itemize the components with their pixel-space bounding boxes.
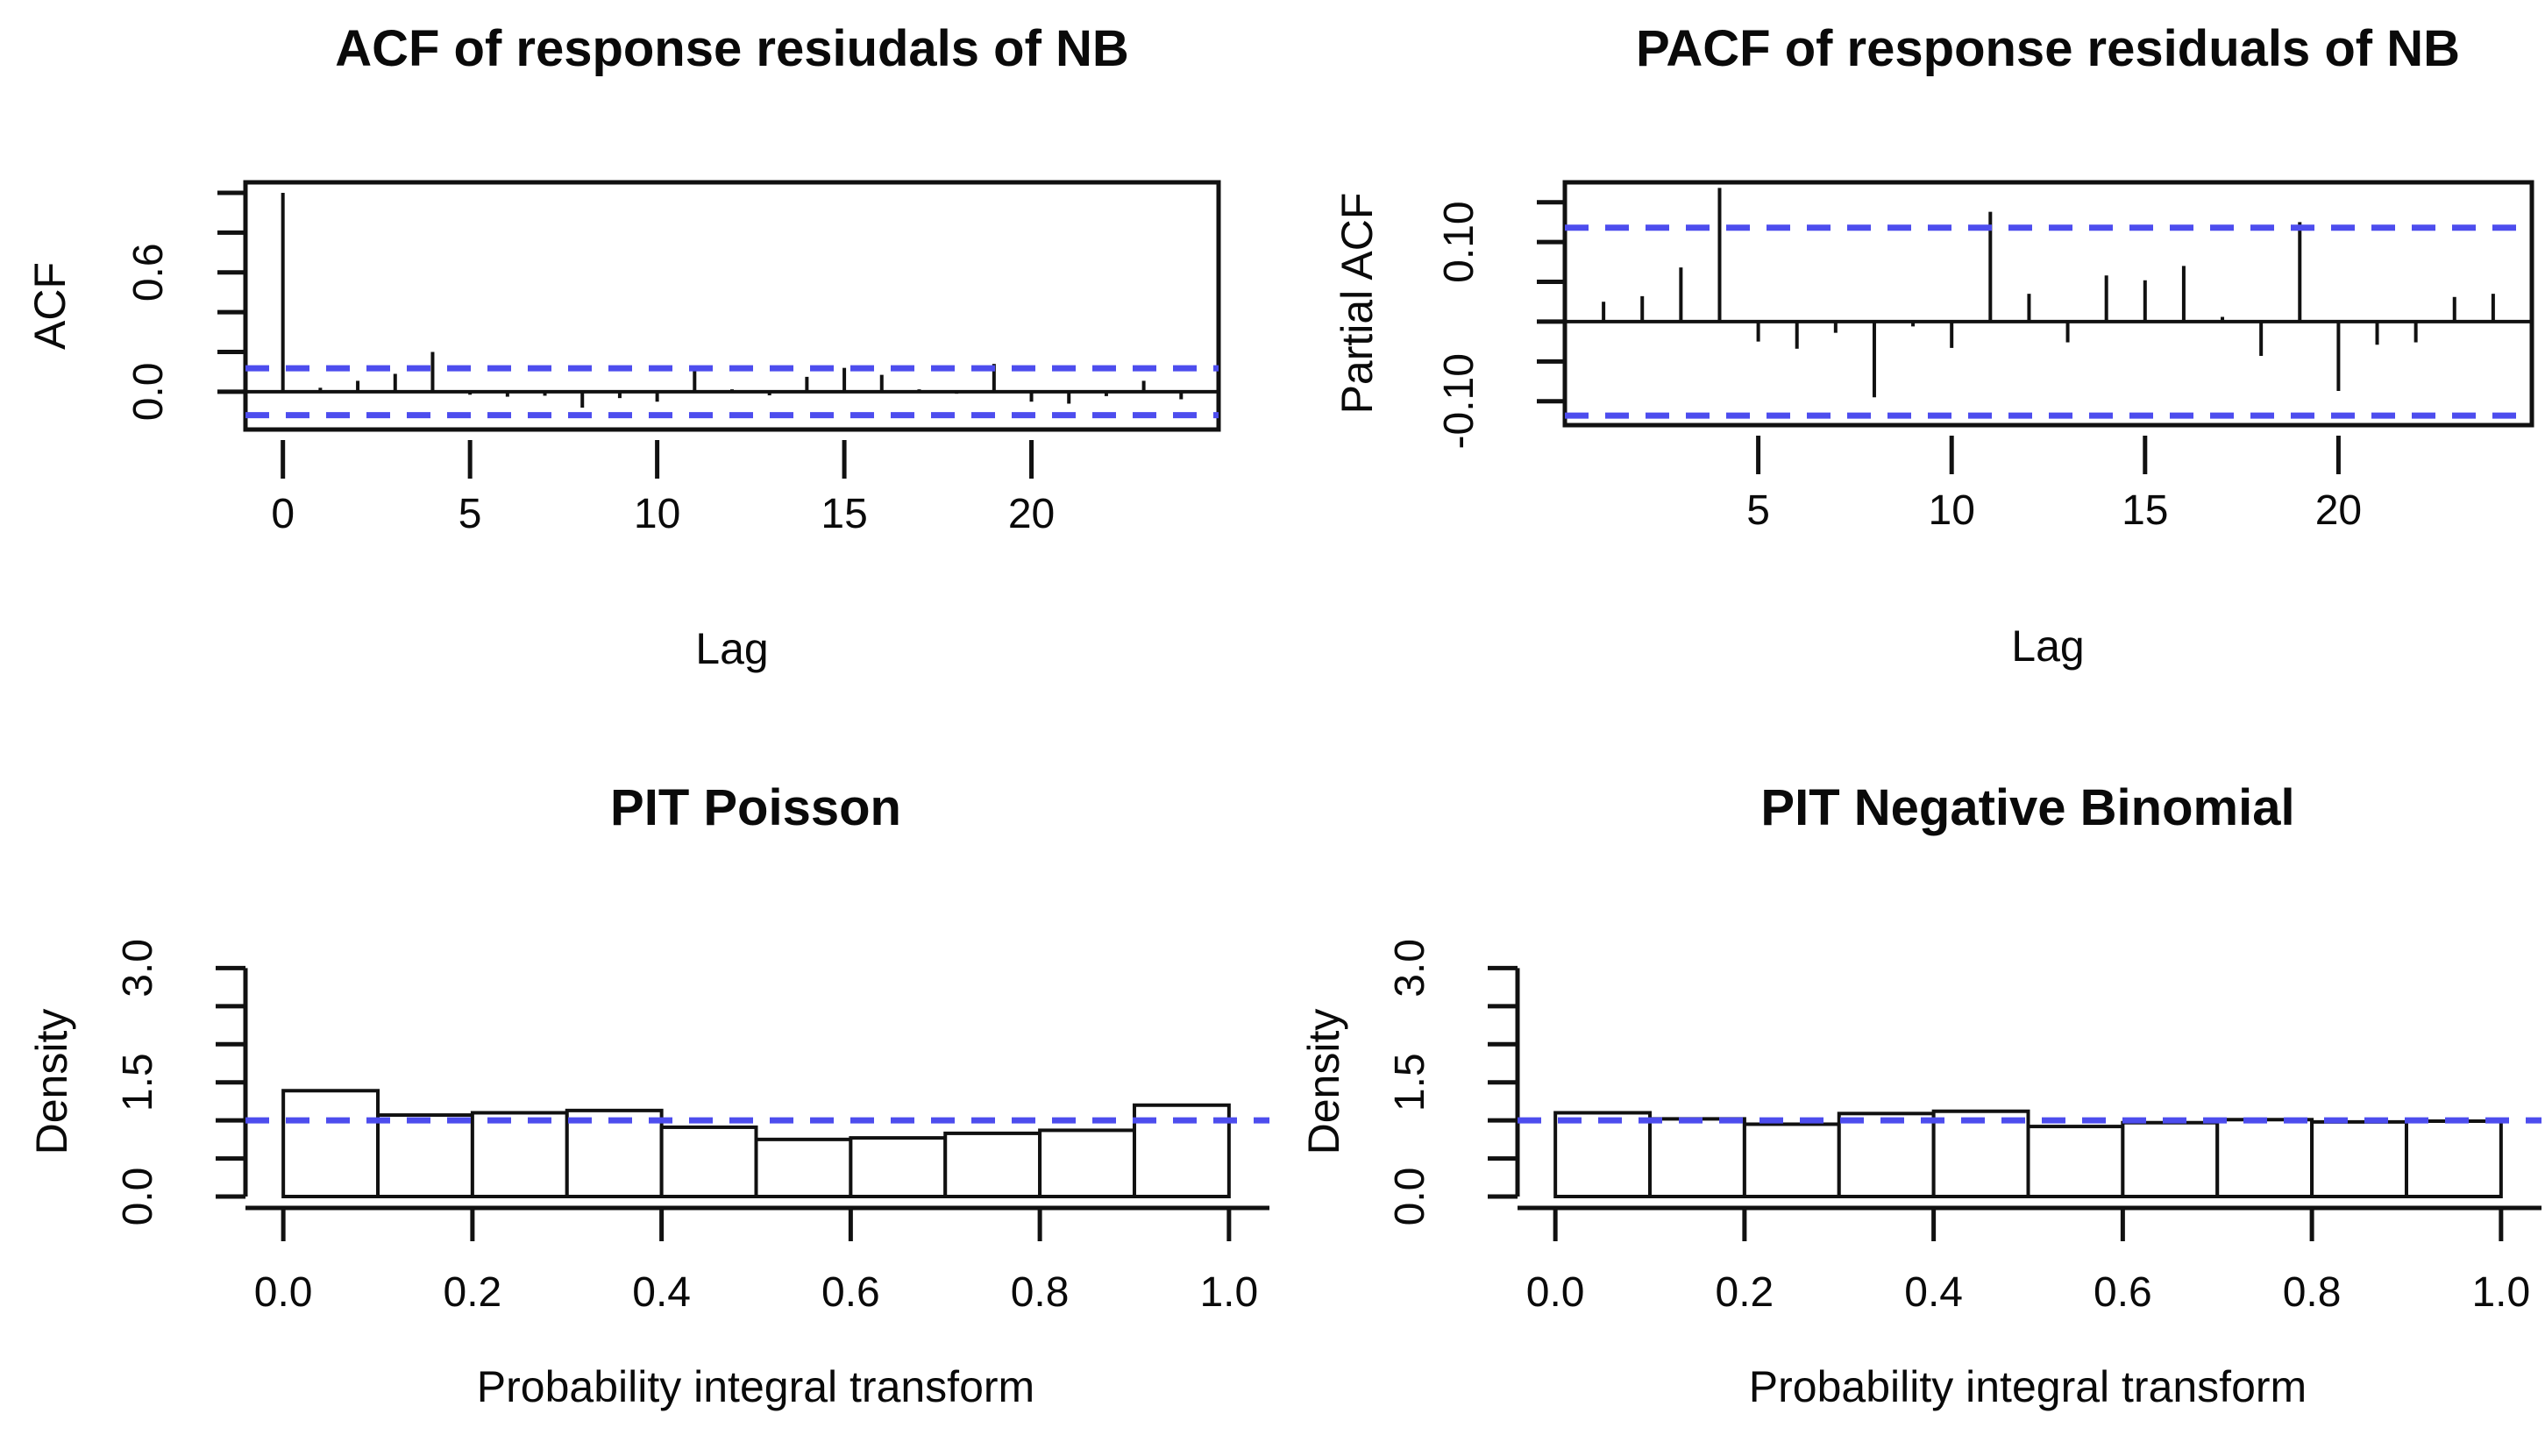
svg-text:0.0: 0.0 xyxy=(1387,1168,1433,1226)
acf-title: ACF of response resiudals of NB xyxy=(335,20,1129,77)
pit-poisson-plot-canvas: 3.0 1.5 0.0 0.0 0.2 0.4 0.6 0.8 1.0 xyxy=(115,939,1269,1316)
acf-panel: 0.6 0.0 0 5 10 15 20 ACF of response resiudals… xyxy=(0,0,1273,728)
pit-poisson-x-axis-label: Probability integral transform xyxy=(476,1362,1035,1411)
svg-text:0.10: 0.10 xyxy=(1436,201,1482,282)
pit-negative-binomial-y-axis-label: Density xyxy=(1299,1008,1348,1155)
svg-text:-0.10: -0.10 xyxy=(1436,353,1482,449)
pacf-title: PACF of response residuals of NB xyxy=(1636,20,2460,77)
svg-text:20: 20 xyxy=(1008,491,1055,537)
svg-text:0.2: 0.2 xyxy=(1716,1269,1774,1316)
pit-poisson-panel: 3.0 1.5 0.0 0.0 0.2 0.4 0.6 0.8 1.0 PIT Poisson … xyxy=(0,728,1273,1456)
svg-text:5: 5 xyxy=(459,491,482,537)
svg-text:0: 0 xyxy=(271,491,295,537)
svg-text:0.6: 0.6 xyxy=(821,1269,880,1316)
svg-text:1.5: 1.5 xyxy=(1387,1053,1433,1112)
pacf-x-axis-label: Lag xyxy=(2011,621,2085,671)
acf-x-axis-label: Lag xyxy=(695,624,769,673)
svg-text:0.8: 0.8 xyxy=(1011,1269,1070,1316)
svg-text:20: 20 xyxy=(2315,487,2362,534)
svg-text:0.6: 0.6 xyxy=(2094,1269,2152,1316)
pit-poisson-title: PIT Poisson xyxy=(610,779,901,836)
svg-text:0.8: 0.8 xyxy=(2283,1269,2342,1316)
svg-text:1.0: 1.0 xyxy=(1199,1269,1258,1316)
pit-negative-binomial-plot-canvas: 3.0 1.5 0.0 0.0 0.2 0.4 0.6 0.8 1.0 xyxy=(1387,939,2541,1316)
svg-text:0.0: 0.0 xyxy=(125,363,172,422)
pacf-y-axis-label: Partial ACF xyxy=(1333,192,1382,415)
pit-negative-binomial-title: PIT Negative Binomial xyxy=(1760,779,2295,836)
svg-text:0.4: 0.4 xyxy=(1904,1269,1963,1316)
svg-text:15: 15 xyxy=(2122,487,2168,534)
svg-text:3.0: 3.0 xyxy=(1387,939,1433,998)
acf-plot-canvas: 0.6 0.0 0 5 10 15 20 xyxy=(125,180,1221,537)
svg-text:0.6: 0.6 xyxy=(125,243,172,302)
svg-text:0.0: 0.0 xyxy=(1526,1269,1585,1316)
acf-y-axis-label: ACF xyxy=(25,262,75,350)
pacf-plot-canvas: 0.10 -0.10 5 10 15 20 xyxy=(1436,180,2534,534)
svg-text:1.0: 1.0 xyxy=(2471,1269,2530,1316)
svg-text:0.4: 0.4 xyxy=(632,1269,691,1316)
svg-text:0.0: 0.0 xyxy=(115,1168,161,1226)
svg-text:0.0: 0.0 xyxy=(254,1269,313,1316)
pacf-panel: 0.10 -0.10 5 10 15 20 PACF of response residu… xyxy=(1272,0,2545,728)
pit-poisson-y-axis-label: Density xyxy=(27,1008,76,1155)
svg-text:15: 15 xyxy=(821,491,867,537)
svg-text:5: 5 xyxy=(1746,487,1770,534)
pit-negative-binomial-x-axis-label: Probability integral transform xyxy=(1748,1362,2307,1411)
pit-negative-binomial-panel: 3.0 1.5 0.0 0.0 0.2 0.4 0.6 0.8 1.0 PIT Negative… xyxy=(1272,728,2545,1456)
svg-text:0.2: 0.2 xyxy=(444,1269,502,1316)
svg-text:1.5: 1.5 xyxy=(115,1053,161,1112)
svg-text:10: 10 xyxy=(1929,487,1975,534)
svg-text:10: 10 xyxy=(634,491,680,537)
svg-text:3.0: 3.0 xyxy=(115,939,161,998)
